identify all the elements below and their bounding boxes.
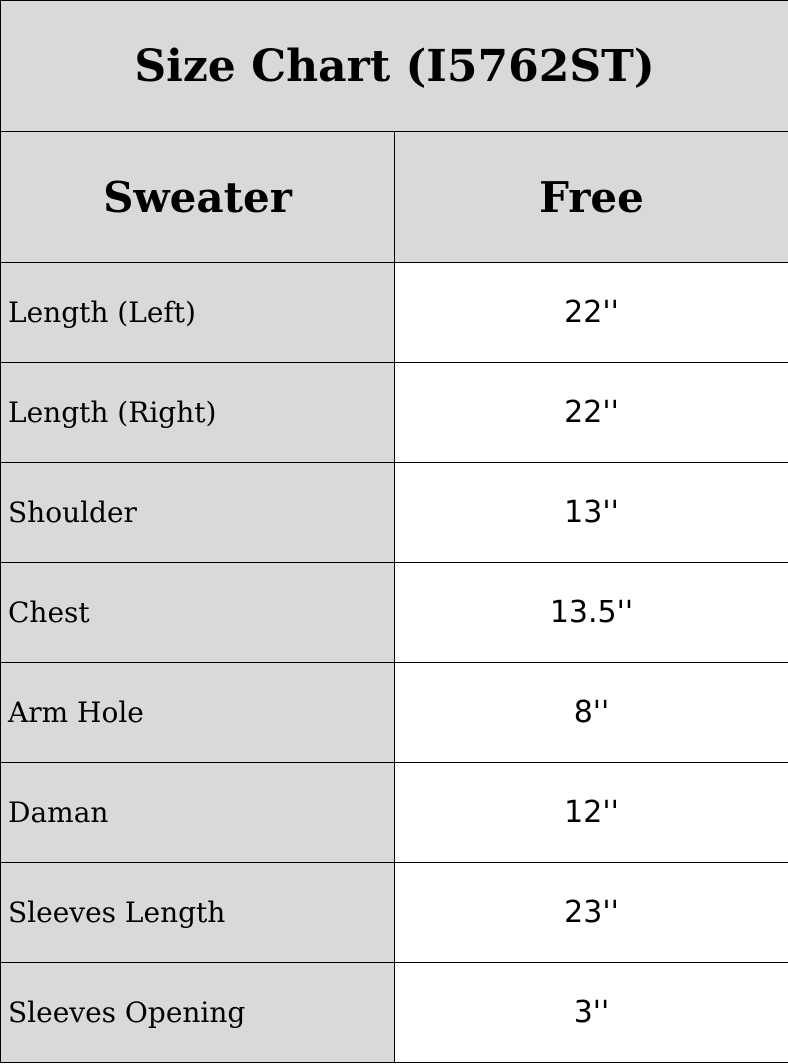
header-size: Free [394, 131, 788, 263]
table-row: Shoulder 13'' [0, 462, 788, 563]
table-row: Daman 12'' [0, 762, 788, 863]
measurement-label: Arm Hole [0, 662, 395, 763]
measurement-label: Sleeves Opening [0, 962, 395, 1063]
measurement-label: Length (Left) [0, 262, 395, 363]
measurement-label: Sleeves Length [0, 862, 395, 963]
chart-title: Size Chart (I5762ST) [0, 0, 788, 132]
measurement-label: Chest [0, 562, 395, 663]
measurement-value: 22'' [394, 262, 788, 363]
table-row: Sleeves Length 23'' [0, 862, 788, 963]
measurement-label: Length (Right) [0, 362, 395, 463]
measurement-value: 8'' [394, 662, 788, 763]
table-row: Arm Hole 8'' [0, 662, 788, 763]
measurement-label: Shoulder [0, 462, 395, 563]
table-row: Length (Left) 22'' [0, 262, 788, 363]
table-row: Length (Right) 22'' [0, 362, 788, 463]
measurement-value: 13'' [394, 462, 788, 563]
header-garment: Sweater [0, 131, 395, 263]
table-row: Chest 13.5'' [0, 562, 788, 663]
table-row: Sleeves Opening 3'' [0, 962, 788, 1063]
measurement-value: 22'' [394, 362, 788, 463]
measurement-value: 3'' [394, 962, 788, 1063]
measurement-label: Daman [0, 762, 395, 863]
measurement-value: 23'' [394, 862, 788, 963]
measurement-value: 12'' [394, 762, 788, 863]
measurement-value: 13.5'' [394, 562, 788, 663]
